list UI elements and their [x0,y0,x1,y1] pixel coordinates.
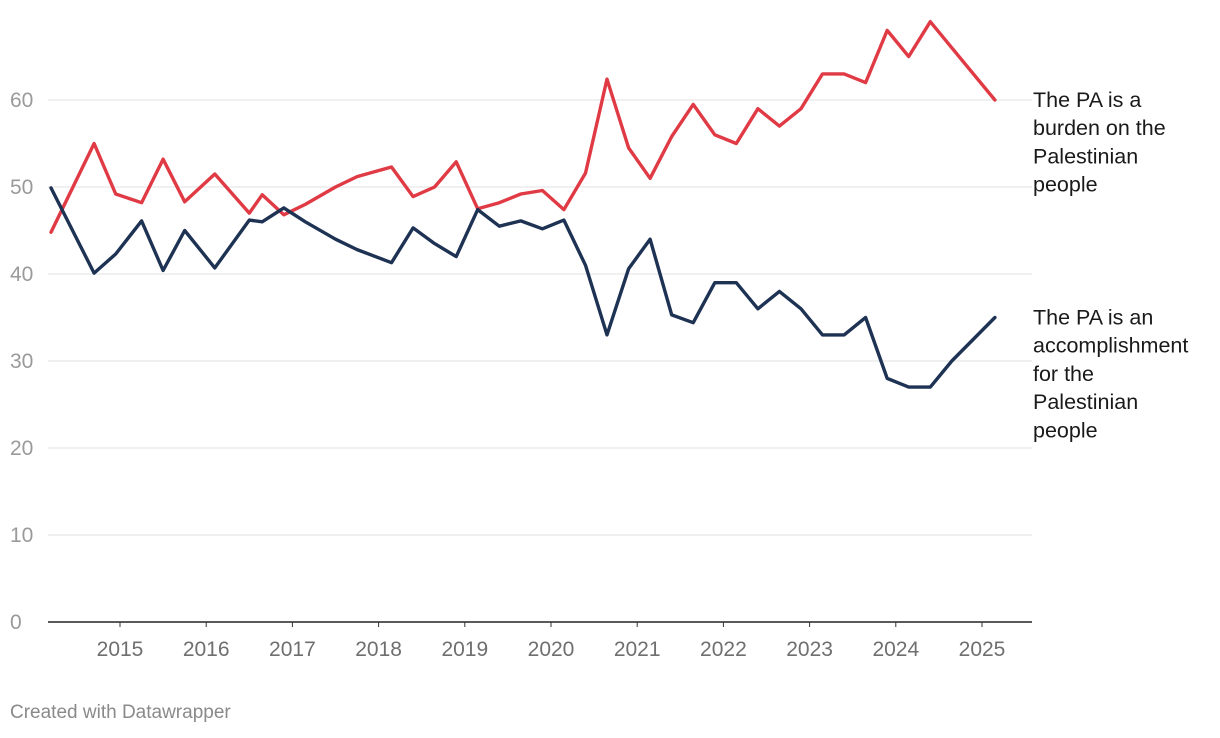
x-tick-label-2022: 2022 [700,638,747,661]
series-label-accomplishment: The PA is an accomplishment for the Palesti… [1033,306,1188,443]
series-label-line: The PA is an [1033,306,1153,330]
x-tick-label-2015: 2015 [97,638,144,661]
x-tick-label-2017: 2017 [269,638,316,661]
gridlines [48,99,1032,623]
y-tick-label-30: 30 [10,350,33,373]
series-label-line: Palestinian [1033,390,1138,414]
y-tick-label-10: 10 [10,524,33,547]
y-tick-label-50: 50 [10,176,33,199]
x-tick-label-2019: 2019 [441,638,488,661]
series-label-line: accomplishment [1033,334,1188,358]
x-tick-label-2025: 2025 [959,638,1006,661]
series-lines [49,20,997,389]
series-labels: The PA is a burden on the Palestinian peopl… [1033,88,1188,442]
y-tick-label-20: 20 [10,437,33,460]
series-label-line: Palestinian [1033,144,1138,168]
x-tick-label-2021: 2021 [614,638,661,661]
y-tick-label-60: 60 [10,89,33,112]
credit-text: Created with Datawrapper [10,702,231,723]
series-label-line: people [1033,173,1098,197]
series-label-line: burden on the [1033,116,1166,140]
x-tick-label-2018: 2018 [355,638,402,661]
y-tick-label-0: 0 [10,611,22,634]
series-line-burden [49,20,997,234]
x-tick-label-2023: 2023 [786,638,833,661]
series-label-line: people [1033,418,1098,442]
y-tick-label-40: 40 [10,263,33,286]
series-line-accomplishment [49,186,997,389]
series-label-line: for the [1033,362,1094,386]
x-tick-label-2020: 2020 [528,638,575,661]
x-tick-label-2024: 2024 [872,638,919,661]
series-label-burden: The PA is a burden on the Palestinian peopl… [1033,88,1166,197]
x-axis-ticks: 2015 2016 2017 2018 2019 2020 2021 2022 2023 2024… [97,622,1006,661]
series-label-line: The PA is a [1033,88,1141,112]
y-axis-ticks: 0 10 20 30 40 50 60 [10,89,33,634]
x-tick-label-2016: 2016 [183,638,230,661]
